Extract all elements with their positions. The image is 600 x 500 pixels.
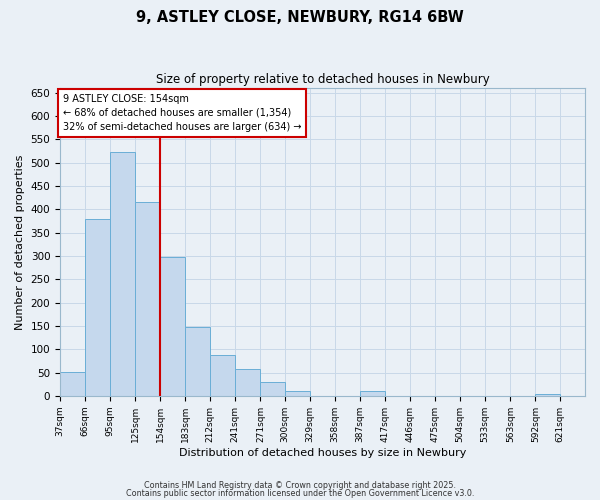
Bar: [160, 257, 185, 396]
Bar: [360, 390, 385, 396]
Bar: [285, 391, 310, 396]
Text: 9, ASTLEY CLOSE, NEWBURY, RG14 6BW: 9, ASTLEY CLOSE, NEWBURY, RG14 6BW: [136, 10, 464, 25]
Bar: [210, 356, 235, 396]
Text: 9 ASTLEY CLOSE: 154sqm
← 68% of detached houses are smaller (1,354)
32% of semi-: 9 ASTLEY CLOSE: 154sqm ← 68% of detached…: [62, 94, 301, 132]
Text: Contains HM Land Registry data © Crown copyright and database right 2025.: Contains HM Land Registry data © Crown c…: [144, 481, 456, 490]
Title: Size of property relative to detached houses in Newbury: Size of property relative to detached ho…: [155, 72, 490, 86]
Bar: [110, 152, 134, 396]
Bar: [60, 372, 85, 396]
Bar: [85, 218, 110, 396]
Bar: [136, 202, 160, 396]
Bar: [185, 328, 210, 396]
X-axis label: Distribution of detached houses by size in Newbury: Distribution of detached houses by size …: [179, 448, 466, 458]
Bar: [235, 370, 260, 396]
Text: Contains public sector information licensed under the Open Government Licence v3: Contains public sector information licen…: [126, 488, 474, 498]
Y-axis label: Number of detached properties: Number of detached properties: [15, 154, 25, 330]
Bar: [260, 382, 285, 396]
Bar: [535, 394, 560, 396]
